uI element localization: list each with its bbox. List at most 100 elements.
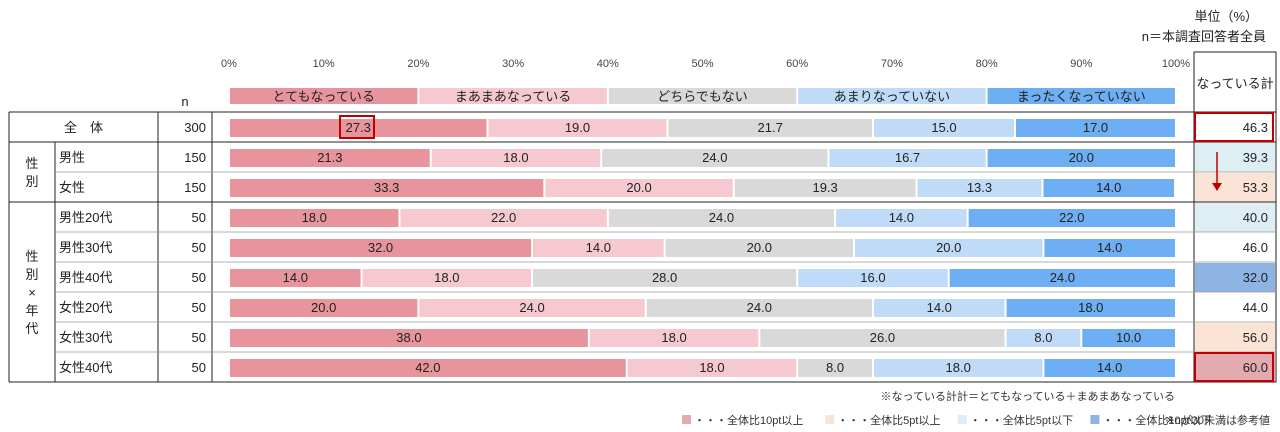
row-total: 32.0 <box>1243 270 1268 285</box>
bar-segment <box>230 269 361 287</box>
total-cell-highlight <box>1195 353 1275 382</box>
x-tick-label: 30% <box>502 58 524 70</box>
x-tick-label: 10% <box>313 58 335 70</box>
bar-value-label: 38.0 <box>396 330 421 345</box>
bar-value-label: 27.3 <box>346 120 371 135</box>
row-n: 50 <box>192 300 206 315</box>
bar-value-label: 18.0 <box>1078 300 1103 315</box>
bar-segment <box>230 149 430 167</box>
bar-value-label: 18.0 <box>302 210 327 225</box>
footer-legend-swatch <box>1090 415 1100 424</box>
bar-segment <box>230 329 588 347</box>
row-label: 女性40代 <box>59 360 112 375</box>
row-label: 男性40代 <box>59 270 112 285</box>
highlight-box-overall-total <box>1194 112 1274 142</box>
bar-segment <box>873 119 1015 137</box>
bar-segment <box>1082 329 1175 347</box>
bar-value-label: 19.3 <box>812 180 837 195</box>
row-label: 女性 <box>59 180 85 195</box>
bar-value-label: 33.3 <box>374 180 399 195</box>
total-cell-highlight <box>1195 203 1275 232</box>
legend-swatch <box>987 88 1175 104</box>
bar-segment <box>734 179 916 197</box>
legend-label: まあまあなっている <box>455 89 571 104</box>
bar-segment <box>533 269 797 287</box>
x-tick-label: 60% <box>786 58 808 70</box>
bar-segment <box>589 329 759 347</box>
bar-segment <box>668 119 872 137</box>
bar-value-label: 24.0 <box>709 210 734 225</box>
legend-label: とてもなっている <box>273 89 375 104</box>
bar-segment <box>829 149 986 167</box>
group-label-char: 性 <box>25 249 38 264</box>
bar-segment <box>230 299 418 317</box>
n-header: n <box>181 94 188 109</box>
group-label-char: 代 <box>25 321 38 336</box>
total-cell-highlight <box>1195 323 1275 352</box>
row-label: 男性30代 <box>59 240 112 255</box>
bar-segment <box>362 269 532 287</box>
bar-segment <box>545 179 733 197</box>
unit-label: 単位（%） <box>1194 9 1258 24</box>
bar-segment <box>419 299 645 317</box>
footer-legend-swatch <box>825 415 835 424</box>
bar-value-label: 14.0 <box>1096 180 1121 195</box>
row-total: 46.3 <box>1243 120 1268 135</box>
group-label-char: 性 <box>25 156 38 171</box>
bar-value-label: 14.0 <box>1097 240 1122 255</box>
footer-note-n: ※nが30未満は参考値 <box>1165 413 1270 427</box>
bar-segment <box>627 359 797 377</box>
bar-segment <box>949 269 1175 287</box>
bar-segment <box>431 149 601 167</box>
legend-label: まったくなっていない <box>1017 89 1146 104</box>
row-total: 46.0 <box>1243 240 1268 255</box>
group-label-char: × <box>28 285 36 300</box>
bar-segment <box>1006 329 1081 347</box>
row-n: 50 <box>192 360 206 375</box>
bar-segment <box>855 239 1043 257</box>
row-total: 39.3 <box>1243 150 1268 165</box>
legend-label: あまりなっていない <box>834 89 950 104</box>
row-n: 50 <box>192 330 206 345</box>
bar-segment <box>873 359 1043 377</box>
footer-legend-label: ・・・全体比10pt以下 <box>1102 413 1211 427</box>
bar-value-label: 14.0 <box>889 210 914 225</box>
bar-segment <box>646 299 872 317</box>
x-tick-label: 90% <box>1070 58 1092 70</box>
footer-legend-label: ・・・全体比10pt以上 <box>694 413 803 427</box>
bar-value-label: 13.3 <box>967 180 992 195</box>
bar-segment <box>873 299 1005 317</box>
group-label-char: 年 <box>25 303 38 318</box>
row-label: 男性20代 <box>59 210 112 225</box>
bar-value-label: 26.0 <box>870 330 895 345</box>
bar-value-label: 8.0 <box>826 360 844 375</box>
x-tick-label: 40% <box>597 58 619 70</box>
bar-value-label: 19.0 <box>565 120 590 135</box>
bar-value-label: 15.0 <box>931 120 956 135</box>
bar-value-label: 28.0 <box>652 270 677 285</box>
bar-value-label: 18.0 <box>661 330 686 345</box>
bar-value-label: 22.0 <box>491 210 516 225</box>
bar-segment <box>230 209 399 227</box>
bar-segment <box>665 239 854 257</box>
legend-swatch <box>230 88 418 104</box>
bar-value-label: 18.0 <box>946 360 971 375</box>
row-total: 53.3 <box>1243 180 1268 195</box>
bar-segment <box>760 329 1005 347</box>
bar-segment <box>533 239 664 257</box>
legend-swatch <box>419 88 607 104</box>
footer-legend-swatch <box>957 415 967 424</box>
bar-segment <box>488 119 667 137</box>
bar-value-label: 20.0 <box>747 240 772 255</box>
bar-segment <box>608 209 835 227</box>
highlight-box-last-total <box>1194 352 1274 382</box>
bar-segment <box>400 209 607 227</box>
n-note: n＝本調査回答者全員 <box>1141 29 1266 44</box>
bar-value-label: 20.0 <box>936 240 961 255</box>
x-tick-label: 100% <box>1162 58 1190 70</box>
row-total: 56.0 <box>1243 330 1268 345</box>
group-label-char: 別 <box>25 174 38 189</box>
bar-segment <box>1006 299 1175 317</box>
bar-value-label: 24.0 <box>747 300 772 315</box>
bar-value-label: 24.0 <box>519 300 544 315</box>
